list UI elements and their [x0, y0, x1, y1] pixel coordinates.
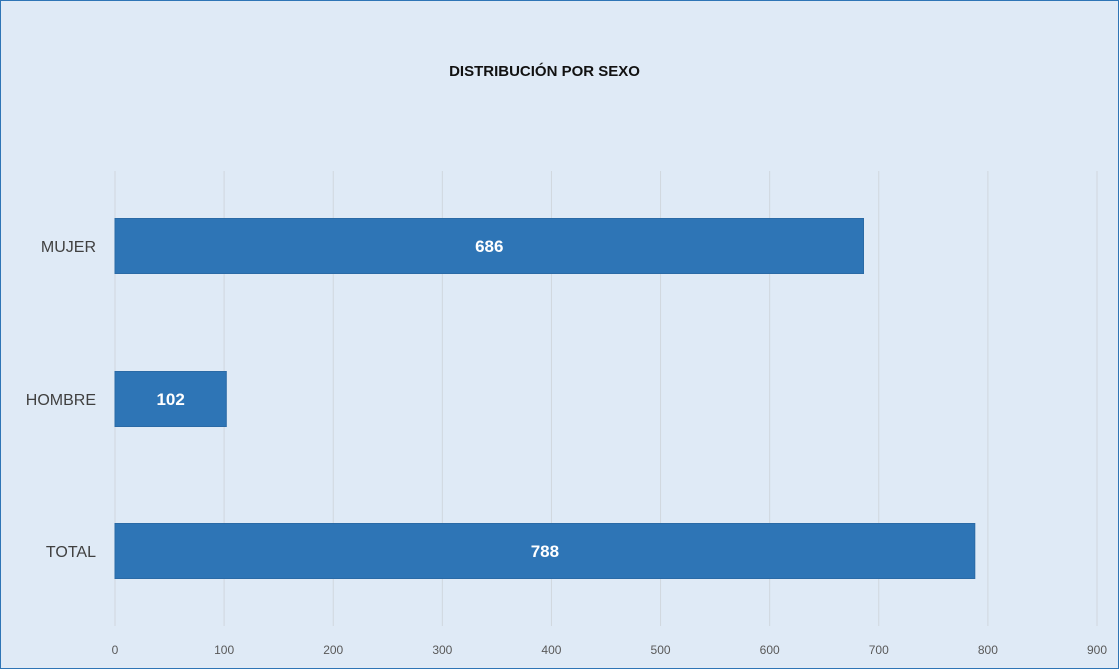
bar-hombre: [114, 371, 227, 427]
x-tick-500: 500: [651, 643, 671, 657]
x-tick-0: 0: [112, 643, 119, 657]
bars: [114, 218, 976, 579]
x-tick-300: 300: [432, 643, 452, 657]
data-labels: 686 102 788: [156, 237, 559, 561]
x-tick-100: 100: [214, 643, 234, 657]
bar-mujer: [114, 218, 865, 274]
x-tick-900: 900: [1087, 643, 1107, 657]
category-label-mujer: MUJER: [41, 239, 96, 256]
data-label-total: 788: [531, 542, 559, 561]
category-label-total: TOTAL: [46, 544, 96, 561]
chart-title: DISTRIBUCIÓN POR SEXO: [449, 63, 640, 80]
bar-total: [114, 523, 976, 579]
category-label-hombre: HOMBRE: [26, 392, 96, 409]
x-tick-labels: 0 100 200 300 400 500 600 700 800 900: [112, 643, 1108, 657]
x-tick-400: 400: [541, 643, 561, 657]
data-label-hombre: 102: [156, 390, 184, 409]
data-label-mujer: 686: [475, 237, 503, 256]
category-labels: MUJER HOMBRE TOTAL: [26, 239, 96, 561]
x-tick-600: 600: [760, 643, 780, 657]
x-tick-800: 800: [978, 643, 998, 657]
x-tick-700: 700: [869, 643, 889, 657]
x-tick-200: 200: [323, 643, 343, 657]
